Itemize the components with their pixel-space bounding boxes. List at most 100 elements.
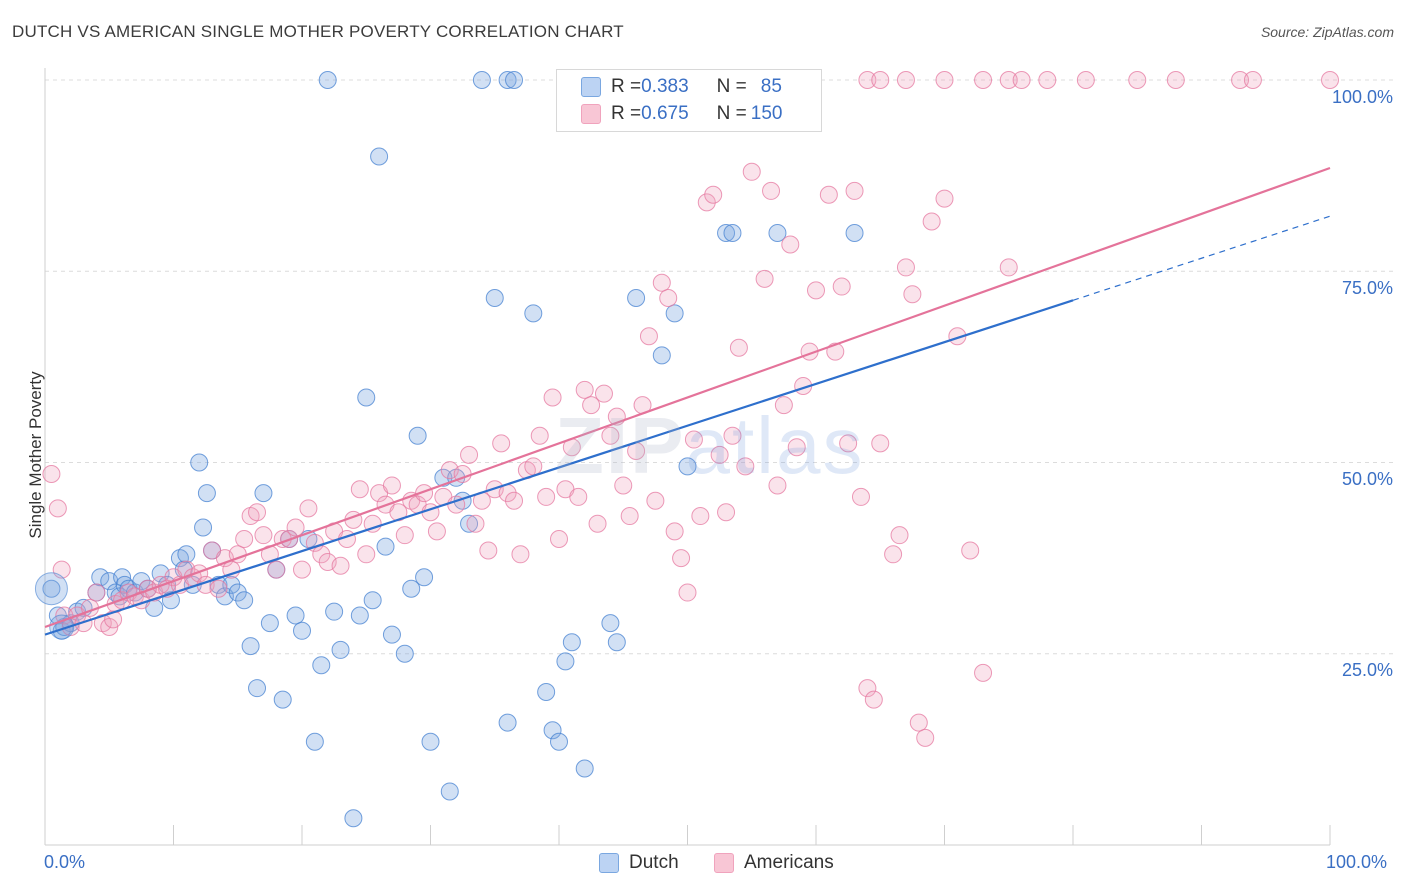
dutch-trend-line — [44, 299, 1074, 636]
americans-point-141 — [999, 258, 1018, 277]
americans-point-156 — [1321, 71, 1339, 89]
americans-point-25 — [190, 564, 209, 583]
dutch-point-66 — [460, 514, 479, 533]
americans-point-85 — [575, 380, 594, 399]
americans-point-70 — [479, 541, 498, 560]
dutch-point-28 — [197, 484, 216, 503]
americans-point-136 — [922, 212, 941, 231]
americans-point-133 — [903, 285, 922, 304]
dutch-point-79 — [601, 614, 620, 633]
dutch-point-48 — [325, 602, 344, 621]
americans-n-label: N = — [716, 103, 747, 124]
dutch-point-47 — [318, 71, 337, 89]
americans-point-132 — [896, 258, 915, 277]
y-tick-50: 50.0% — [1341, 469, 1393, 489]
americans-point-155 — [1243, 71, 1262, 89]
americans-point-62 — [427, 522, 446, 541]
americans-point-144 — [871, 71, 890, 89]
americans-point-137 — [935, 189, 954, 208]
dutch-point-35 — [241, 637, 260, 656]
americans-point-96 — [646, 491, 665, 510]
americans-point-105 — [704, 185, 723, 204]
watermark-atlas: atlas — [685, 401, 865, 490]
dutch-point-76 — [556, 652, 575, 671]
americans-point-140 — [974, 663, 993, 682]
americans-point-131 — [890, 526, 909, 545]
americans-point-72 — [492, 434, 511, 453]
americans-point-100 — [672, 549, 691, 568]
americans-point-87 — [588, 514, 607, 533]
dutch-point-56 — [382, 625, 401, 644]
americans-point-127 — [858, 679, 877, 698]
dutch-point-8 — [91, 568, 110, 587]
chart-title: DUTCH VS AMERICAN SINGLE MOTHER POVERTY … — [12, 22, 624, 41]
dutch-point-77 — [562, 633, 581, 652]
dutch-point-81 — [627, 289, 646, 308]
americans-point-89 — [601, 426, 620, 445]
dutch-point-70 — [505, 71, 524, 89]
dutch-point-58 — [402, 579, 421, 598]
americans-point-114 — [768, 476, 787, 495]
americans-point-11 — [104, 610, 123, 629]
bottom-americans-swatch — [714, 853, 734, 873]
americans-point-120 — [807, 281, 825, 300]
americans-point-106 — [710, 445, 729, 464]
dutch-point-26 — [190, 453, 209, 472]
americans-point-50 — [350, 480, 369, 499]
americans-point-130 — [884, 545, 903, 564]
americans-point-86 — [582, 396, 601, 415]
dutch-r-label: R = — [611, 76, 642, 97]
americans-point-113 — [762, 181, 781, 200]
americans-point-115 — [774, 396, 793, 415]
dutch-point-53 — [363, 591, 382, 610]
americans-point-110 — [736, 457, 755, 476]
americans-point-135 — [916, 728, 935, 747]
dutch-point-71 — [498, 713, 517, 732]
legend-row-americans: R = 0.675 N = 150 — [581, 102, 782, 126]
y-tick-100: 100.0% — [1331, 87, 1393, 107]
americans-point-42 — [299, 499, 318, 518]
dutch-point-38 — [260, 614, 279, 633]
americans-point-102 — [684, 430, 703, 449]
correlation-legend: R = 0.383 N = 85 R = 0.675 N = 150 — [556, 69, 822, 132]
dutch-point-85 — [717, 224, 736, 242]
dutch-trend-extension — [1072, 215, 1331, 301]
americans-point-117 — [787, 438, 806, 457]
x-tick-max: 100.0% — [1326, 852, 1388, 872]
dutch-point-82 — [652, 346, 671, 365]
americans-point-129 — [871, 434, 890, 453]
dutch-point-57 — [395, 644, 414, 663]
americans-point-104 — [697, 193, 716, 212]
dutch-point-33 — [228, 583, 247, 602]
americans-point-112 — [755, 269, 774, 288]
dutch-point-46 — [312, 656, 331, 675]
americans-point-146 — [935, 71, 954, 89]
americans-trend-line — [44, 166, 1331, 629]
americans-point-84 — [569, 487, 588, 506]
americans-point-40 — [286, 518, 305, 537]
dutch-point-24 — [177, 545, 196, 564]
dutch-point-87 — [768, 224, 787, 242]
dutch-point-50 — [344, 809, 363, 828]
dutch-point-84 — [678, 457, 697, 476]
dutch-point-60 — [415, 568, 434, 587]
dutch-cluster-point — [34, 572, 68, 606]
dutch-point-61 — [421, 732, 440, 751]
americans-point-47 — [331, 556, 350, 575]
americans-point-28 — [209, 579, 228, 598]
watermark-zip: ZIP — [555, 401, 686, 490]
americans-point-151 — [1076, 71, 1095, 89]
y-tick-75: 75.0% — [1341, 278, 1393, 298]
dutch-point-73 — [537, 683, 556, 701]
americans-point-91 — [614, 476, 633, 495]
americans-point-103 — [691, 507, 710, 526]
americans-point-75 — [511, 545, 530, 564]
y-axis-label: Single Mother Poverty — [26, 371, 45, 539]
dutch-point-52 — [357, 388, 376, 407]
americans-point-35 — [254, 526, 273, 545]
americans-r-label: R = — [611, 103, 642, 124]
dutch-point-40 — [273, 690, 292, 709]
dutch-point-37 — [254, 484, 273, 503]
dutch-point-45 — [305, 732, 324, 751]
americans-point-153 — [1166, 71, 1185, 89]
